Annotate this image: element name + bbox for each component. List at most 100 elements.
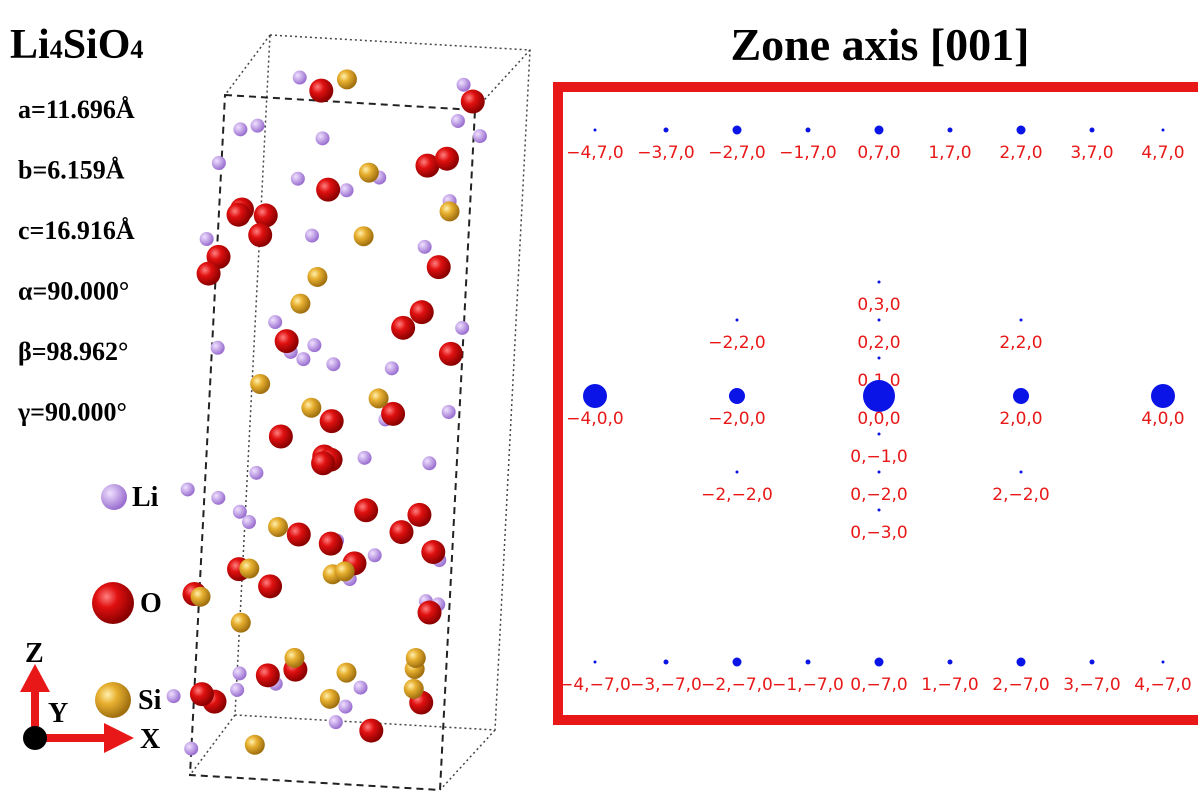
atom (319, 532, 343, 556)
formula: Li4SiO4 (10, 22, 143, 68)
atom (242, 515, 256, 529)
spot (1020, 319, 1023, 322)
atom (406, 648, 426, 668)
spot (733, 126, 742, 135)
spot (806, 660, 811, 665)
atom (231, 613, 251, 633)
atom (184, 742, 198, 756)
atom (251, 119, 265, 133)
atom (359, 719, 383, 743)
atom (191, 587, 211, 607)
atom (256, 663, 280, 687)
spot-label: −1,−7,0 (772, 675, 844, 695)
atom (309, 79, 333, 103)
atom (442, 405, 456, 419)
spot-label: −4,−7,0 (559, 675, 631, 695)
atom (407, 503, 431, 527)
atom (457, 78, 471, 92)
spot-label: −3,7,0 (637, 143, 695, 163)
spot-label: 2,0,0 (999, 409, 1042, 429)
spot-label: 3,−7,0 (1063, 675, 1121, 695)
atom (291, 172, 305, 186)
atom (316, 178, 340, 202)
spot-label: −2,2,0 (708, 333, 766, 353)
spot-label: 0,3,0 (857, 295, 900, 315)
spot-label: −2,−7,0 (701, 675, 773, 695)
axis-label: X (140, 724, 160, 755)
spot-label: 4,7,0 (1141, 143, 1184, 163)
atom (320, 409, 344, 433)
spot-label: −2,7,0 (708, 143, 766, 163)
figure: Li4SiO4 a=11.696Åb=6.159Åc=16.916Åα=90.0… (0, 0, 1198, 794)
atom (268, 517, 288, 537)
spot (1017, 658, 1026, 667)
legend-label: O (140, 588, 162, 619)
atom (369, 388, 389, 408)
spot-label: 0,−1,0 (850, 447, 908, 467)
atom (211, 341, 225, 355)
atom (435, 147, 459, 171)
spot-label: 4,−7,0 (1134, 675, 1192, 695)
lattice: a=11.696Åb=6.159Åc=16.916Åα=90.000°β=98.… (17, 95, 135, 427)
formula-part: Li (10, 22, 50, 68)
atom (473, 129, 487, 143)
legend-si (95, 682, 131, 718)
atom (239, 559, 259, 579)
atom (335, 561, 355, 581)
atom (427, 255, 451, 279)
spot-label: −3,−7,0 (630, 675, 702, 695)
atom (326, 357, 340, 371)
spot (733, 658, 742, 667)
spot-label: 1,7,0 (928, 143, 971, 163)
atom (337, 69, 357, 89)
atom (307, 267, 327, 287)
spot-label: −2,0,0 (708, 409, 766, 429)
atom (269, 425, 293, 449)
spot-label: −4,0,0 (566, 409, 624, 429)
lattice-param: α=90.000° (18, 277, 129, 306)
atom (354, 226, 374, 246)
spot-label: 0,7,0 (857, 143, 900, 163)
atom (287, 522, 311, 546)
atom (354, 498, 378, 522)
atom (296, 352, 310, 366)
spot (1020, 471, 1023, 474)
spot-label: 2,−2,0 (992, 485, 1050, 505)
legend-o (92, 582, 134, 624)
lattice-param: γ=90.000° (17, 398, 127, 427)
atom (200, 232, 214, 246)
atom (301, 398, 321, 418)
atom (181, 482, 195, 496)
atom (440, 201, 460, 221)
spot (1151, 384, 1175, 408)
spot-label: 4,0,0 (1141, 409, 1184, 429)
atom (368, 548, 382, 562)
spot (664, 660, 669, 665)
atom (455, 321, 469, 335)
pattern: −4,7,0−3,7,0−2,7,0−1,7,00,7,01,7,02,7,03… (559, 126, 1192, 696)
spot-label: −4,7,0 (566, 143, 624, 163)
atom (258, 574, 282, 598)
spot (594, 129, 597, 132)
atom (338, 700, 352, 714)
atom (316, 131, 330, 145)
atom (167, 689, 181, 703)
spot (1162, 129, 1165, 132)
legend-label: Li (132, 482, 159, 513)
atom (358, 451, 372, 465)
atom (389, 520, 413, 544)
atom (421, 540, 445, 564)
spot-label: 1,−7,0 (921, 675, 979, 695)
formula-part: Si (63, 22, 98, 68)
spot (878, 471, 881, 474)
spot-label: 0,−7,0 (850, 675, 908, 695)
spot-label: 0,−2,0 (850, 485, 908, 505)
atom (268, 315, 282, 329)
lattice-param: a=11.696Å (18, 95, 135, 124)
atom (418, 240, 432, 254)
spot (806, 128, 811, 133)
spot (1162, 661, 1165, 664)
formula-part: O (98, 22, 131, 68)
atom (293, 71, 307, 85)
atom (404, 679, 424, 699)
